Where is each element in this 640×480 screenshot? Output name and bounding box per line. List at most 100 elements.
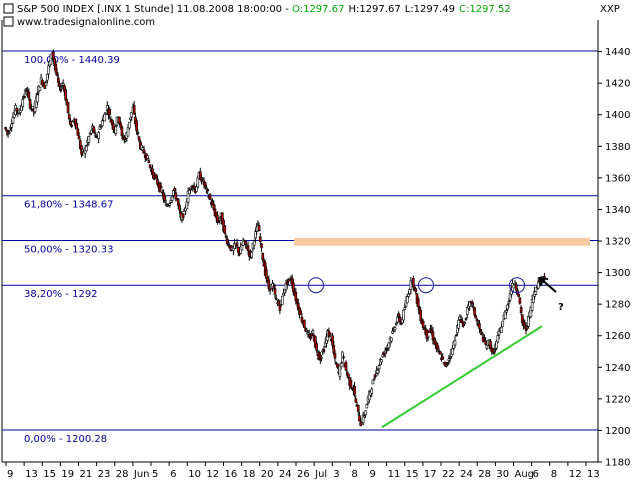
y-tick-label: 1200 [605, 426, 630, 437]
candle-body [132, 105, 136, 115]
candle-body [419, 310, 423, 322]
candle-body [201, 178, 205, 180]
candle-body [288, 278, 291, 280]
fib-label: 0,00% - 1200.28 [24, 434, 107, 445]
candle-body [374, 374, 377, 378]
candle-body [365, 404, 369, 409]
candle-body [85, 145, 88, 152]
candle-body [507, 301, 511, 304]
candle-body [480, 332, 484, 335]
candle-body [47, 65, 50, 75]
x-tick-label: 12 [569, 469, 582, 480]
candle-body [67, 114, 71, 120]
candle-body [273, 288, 277, 295]
x-tick-label: 28 [116, 469, 129, 480]
candle-body [416, 298, 420, 307]
x-tick-label: Aug [515, 469, 535, 480]
arrow-head [538, 276, 549, 287]
candle-body [412, 278, 415, 288]
candle-body [10, 123, 14, 128]
candle-body [322, 349, 326, 352]
candle-body [523, 322, 527, 326]
candle-body [360, 422, 364, 425]
x-tick-label: 23 [98, 469, 111, 480]
candle-body [370, 388, 374, 394]
corner-label: XXP [600, 4, 620, 15]
candle-body [448, 356, 452, 359]
candle-body [333, 352, 337, 359]
candle-body [170, 196, 174, 201]
candle-body [93, 132, 97, 134]
candle-body [159, 186, 163, 189]
candle-body [361, 414, 365, 424]
candle-body [146, 155, 149, 159]
candle-body [118, 116, 121, 124]
candles [4, 49, 546, 427]
y-tick-label: 1280 [605, 300, 630, 311]
x-tick-label: 10 [188, 469, 201, 480]
candle-body [61, 83, 65, 86]
x-tick-label: 26 [297, 469, 310, 480]
candle-body [7, 131, 11, 134]
top-circle [509, 277, 525, 294]
candle-body [87, 135, 91, 143]
candle-body [56, 77, 60, 83]
candle-body [136, 132, 140, 135]
y-tick-label: 1360 [605, 173, 630, 184]
candle-body [464, 318, 468, 320]
candle-body [331, 335, 334, 346]
candle-body [457, 320, 460, 329]
y-tick-label: 1180 [605, 458, 630, 469]
candle-body [483, 337, 486, 340]
candle-body [506, 304, 509, 310]
candle-body [161, 191, 164, 194]
x-tick-label: 8 [551, 469, 557, 480]
candle-body [277, 300, 280, 306]
candle-body [478, 323, 481, 329]
candle-body [421, 320, 425, 328]
candle-body [453, 340, 457, 346]
candle-body [300, 316, 304, 323]
x-tick-label: 11 [388, 469, 401, 480]
candle-body [252, 240, 256, 246]
y-tick-label: 1440 [605, 47, 630, 58]
x-tick-label: 30 [496, 469, 509, 480]
fib-label: 100,00% - 1440.39 [24, 55, 120, 66]
candle-body [309, 337, 312, 340]
candle-body [328, 332, 332, 336]
candle-body [172, 190, 175, 196]
candle-body [425, 329, 429, 339]
candle-body [31, 106, 34, 110]
candle-body [299, 310, 303, 315]
y-tick-label: 1220 [605, 394, 630, 405]
candle-body [178, 204, 181, 211]
candle-body [223, 225, 227, 234]
candle-body [70, 124, 74, 127]
candle-body [463, 322, 467, 325]
candle-body [292, 282, 295, 293]
candle-body [283, 289, 287, 294]
x-tick-label: 9 [7, 469, 13, 480]
candle-body [491, 348, 495, 353]
candle-body [120, 126, 124, 137]
candle-body [426, 335, 430, 338]
candle-body [397, 313, 400, 317]
candle-body [344, 361, 348, 371]
candle-body [496, 335, 500, 343]
candle-body [342, 356, 345, 359]
candle-body [489, 340, 492, 350]
candle-body [114, 126, 118, 134]
candle-body [92, 126, 96, 133]
candle-body [58, 83, 61, 87]
candle-body [185, 201, 189, 210]
candle-body [399, 323, 403, 325]
candle-body [474, 315, 478, 319]
chart-title: S&P 500 INDEX [.INX 1 Stunde] 11.08.2008… [17, 4, 511, 15]
candle-body [77, 135, 81, 140]
candle-body [407, 293, 410, 297]
candle-body [519, 307, 523, 314]
candle-body [436, 345, 440, 350]
candle-body [173, 188, 176, 192]
candle-body [66, 102, 70, 113]
candle-body [44, 82, 48, 86]
